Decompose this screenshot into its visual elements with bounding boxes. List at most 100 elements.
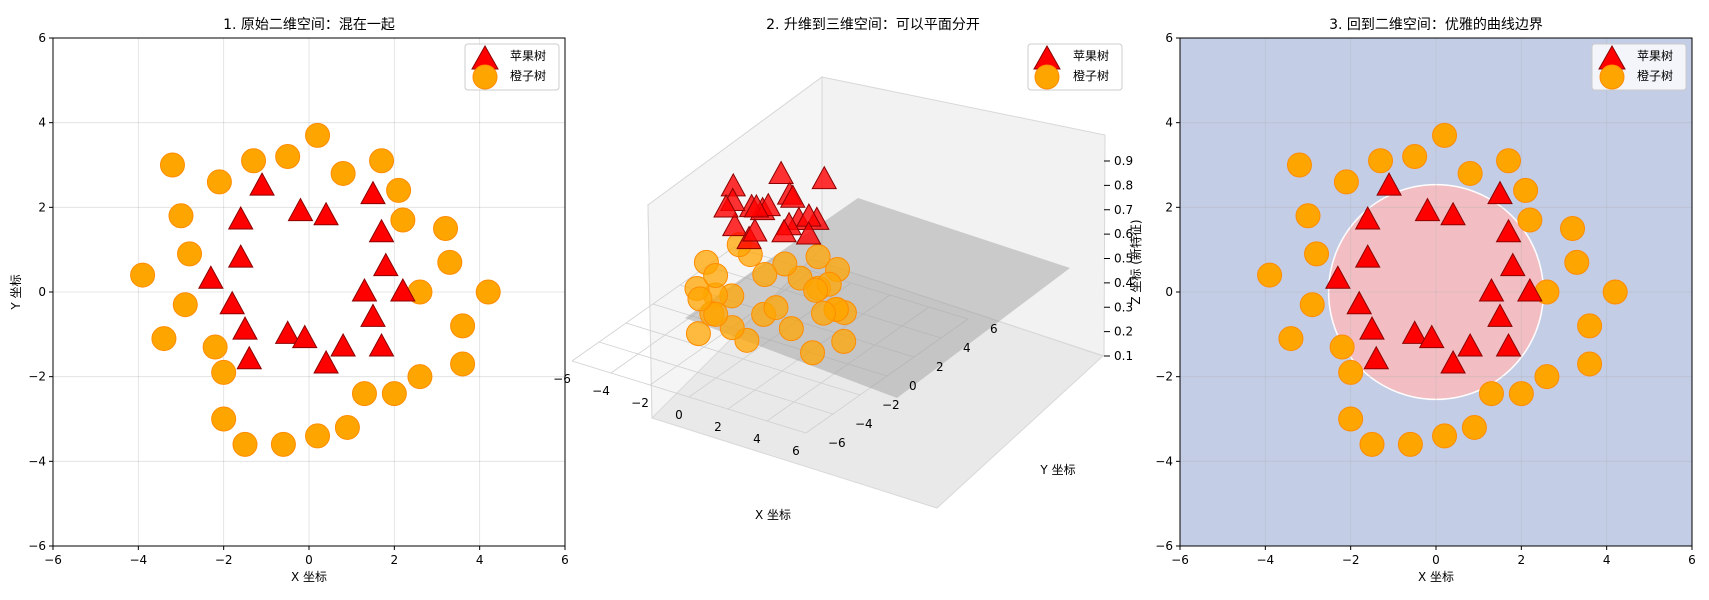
panel3-legend-orange-label: 橙子树: [1637, 68, 1673, 83]
p2-xtick-label: −6: [553, 372, 571, 386]
p2-orange-point: [763, 295, 789, 321]
p2-apple-point: [713, 193, 739, 218]
p1-apple-point: [227, 205, 254, 230]
p1-ytick-label: −4: [28, 454, 46, 468]
p1-orange-point: [172, 292, 198, 318]
p2-orange-point: [687, 286, 713, 312]
p3-orange-point: [1577, 351, 1603, 377]
p1-orange-point: [450, 351, 476, 377]
panel1-legend-orange-icon: [472, 64, 498, 90]
p2-floor-grid-line: [733, 246, 969, 320]
p3-orange-point: [1286, 152, 1312, 178]
p3-xtick-label: −4: [1256, 553, 1274, 567]
p1-orange-point: [270, 431, 296, 457]
p1-apple-point: [227, 244, 254, 268]
p1-orange-point: [334, 414, 360, 440]
p3-apple-point: [1418, 324, 1445, 349]
panel3-decision-region: [1327, 183, 1545, 401]
p2-xtick-label: 6: [792, 444, 800, 458]
p1-apple-point: [368, 332, 395, 357]
p1-orange-point: [475, 279, 501, 305]
p3-orange-point: [1432, 122, 1458, 148]
p3-xtick-label: −6: [1171, 553, 1189, 567]
p1-orange-point: [151, 326, 177, 352]
p1-apple-point: [219, 290, 246, 315]
p2-ztick-label: 0.3: [1114, 300, 1133, 314]
p3-apple-point: [1376, 172, 1402, 196]
p1-apple-point: [360, 180, 386, 205]
p1-orange-point: [386, 177, 412, 203]
p2-orange-point: [719, 315, 745, 341]
p2-apple-point: [771, 218, 797, 243]
p3-orange-point: [1402, 144, 1428, 170]
p2-apple-point: [795, 220, 822, 245]
panel3-title: 3. 回到二维空间：优雅的曲线边界: [1329, 17, 1543, 33]
p1-apple-point: [198, 265, 224, 289]
p3-ytick-label: −2: [1155, 370, 1173, 384]
p3-orange-point: [1478, 381, 1504, 407]
p1-ytick-label: −2: [28, 370, 46, 384]
p1-orange-point: [330, 160, 356, 186]
p1-orange-point: [241, 148, 267, 174]
p2-orange-point: [685, 321, 711, 347]
panel1-legend: 苹果树 橙子树: [464, 43, 560, 91]
p1-orange-point: [433, 216, 459, 241]
panel1-plot-area: [130, 122, 501, 457]
p2-ytick-label: −2: [882, 398, 900, 412]
p1-apple-point: [236, 345, 263, 370]
panel2-points: [684, 160, 857, 366]
p1-apple-point: [232, 316, 258, 340]
p3-orange-point: [1295, 203, 1321, 229]
p1-orange-point: [390, 207, 416, 233]
p3-orange-point: [1564, 249, 1590, 275]
p3-xtick-label: −2: [1342, 553, 1360, 567]
p3-apple-point: [1401, 320, 1428, 344]
panel3-legend-apple-label: 苹果树: [1637, 48, 1673, 63]
p1-orange-point: [437, 249, 463, 275]
p3-orange-point: [1338, 406, 1364, 432]
p1-xtick-label: 6: [561, 553, 569, 567]
p1-ytick-label: 2: [38, 200, 46, 214]
p1-orange-point: [407, 364, 433, 390]
p3-apple-point: [1359, 316, 1385, 340]
p3-ytick-label: 0: [1165, 285, 1173, 299]
p1-ytick-label: −6: [28, 539, 46, 553]
p2-apple-point: [779, 184, 806, 208]
p3-xtick-label: 0: [1432, 553, 1440, 567]
panel1-legend-orange-label: 橙子树: [510, 68, 546, 83]
p2-apple-point: [742, 217, 768, 242]
p1-apple-point: [368, 218, 395, 243]
p2-ytick-label: −4: [855, 417, 873, 431]
panel2-xlabel: X 坐标: [755, 508, 791, 522]
panel2-title: 2. 升维到三维空间：可以平面分开: [766, 17, 980, 33]
p2-orange-point: [810, 300, 836, 326]
p3-xtick-label: 2: [1518, 553, 1526, 567]
p2-orange-point: [703, 262, 729, 288]
p1-apple-point: [274, 320, 301, 344]
p3-orange-point: [1508, 381, 1534, 407]
panel3-legend-orange-icon: [1599, 64, 1625, 90]
p3-apple-point: [1478, 277, 1505, 302]
p3-orange-point: [1432, 423, 1458, 449]
panel1-title: 1. 原始二维空间：混在一起: [223, 17, 395, 33]
p3-orange-point: [1329, 334, 1355, 360]
separating-plane: [685, 198, 1070, 398]
p1-apple-point: [360, 303, 386, 327]
p1-apple-point: [351, 277, 378, 302]
p2-ytick-label: 4: [963, 341, 971, 355]
p3-ytick-label: −6: [1155, 539, 1173, 553]
p3-apple-point: [1354, 244, 1381, 268]
panel3-ticks: −6−6 −4 −4 −2 −2 0 0 2 2 4 4 6 6: [1155, 31, 1696, 567]
p1-xtick-label: 4: [476, 553, 484, 567]
p3-ytick-label: −4: [1155, 454, 1173, 468]
panel1-ylabel: Y 坐标: [9, 274, 23, 310]
p2-ztick-label: 0.2: [1114, 325, 1133, 339]
p2-ztick-label: 0.9: [1114, 154, 1133, 168]
p1-orange-point: [305, 423, 331, 449]
p3-orange-point: [1513, 177, 1539, 203]
p3-apple-point: [1354, 205, 1381, 230]
p1-apple-point: [287, 197, 314, 222]
p3-orange-point: [1368, 148, 1394, 174]
p3-orange-point: [1517, 207, 1543, 233]
p3-apple-point: [1517, 277, 1543, 302]
